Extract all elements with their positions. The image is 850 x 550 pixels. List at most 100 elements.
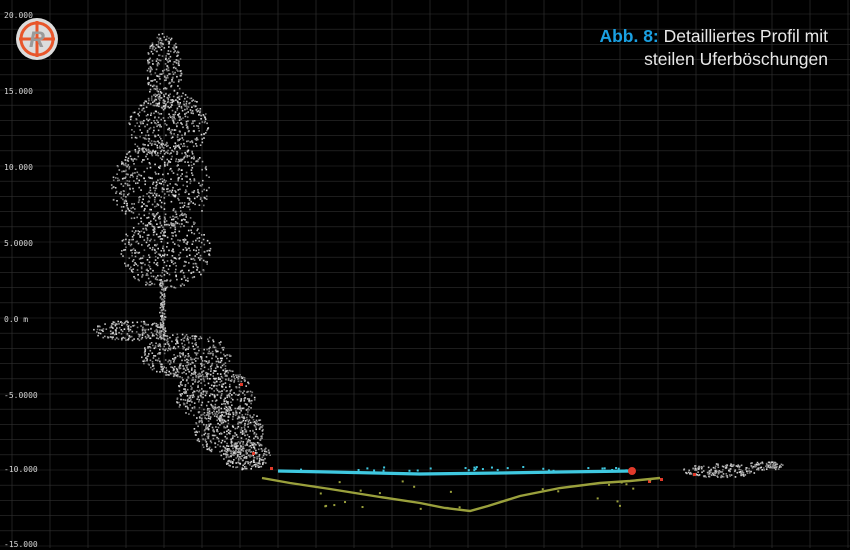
cloud-point (213, 378, 215, 380)
cloud-point (708, 473, 710, 475)
cloud-point (175, 343, 177, 345)
cloud-point (732, 464, 734, 466)
cloud-point (172, 190, 174, 192)
cloud-point (159, 145, 161, 147)
cloud-point (122, 255, 124, 257)
cloud-point (161, 107, 163, 109)
cloud-point (253, 457, 255, 459)
cloud-point (176, 76, 178, 78)
cloud-point (158, 173, 160, 175)
cloud-point (752, 467, 754, 469)
cloud-point (142, 262, 144, 264)
cloud-point (186, 101, 188, 103)
cloud-point (207, 433, 209, 435)
cloud-point (754, 472, 756, 474)
cloud-point (144, 351, 146, 353)
cloud-point (162, 191, 164, 193)
cloud-point (223, 364, 225, 366)
cloud-point (168, 70, 170, 72)
cloud-point (233, 452, 235, 454)
cloud-point (192, 407, 194, 409)
cloud-point (159, 371, 161, 373)
cloud-point (149, 209, 151, 211)
cloud-point (237, 466, 239, 468)
cloud-point (171, 238, 173, 240)
cloud-point (149, 128, 151, 130)
cloud-point (203, 114, 205, 116)
cloud-point (194, 101, 196, 103)
cloud-point (155, 359, 157, 361)
cloud-point (751, 462, 753, 464)
cloud-point (199, 123, 201, 125)
cloud-point (231, 379, 233, 381)
cloud-point (244, 394, 246, 396)
cloud-point (162, 226, 164, 228)
cloud-point (203, 409, 205, 411)
cloud-point (247, 449, 249, 451)
cloud-point (160, 138, 162, 140)
cloud-point (134, 172, 136, 174)
cloud-point (229, 414, 231, 416)
cloud-point (129, 335, 131, 337)
cloud-point (175, 211, 177, 213)
cloud-point (193, 158, 195, 160)
cloud-point (204, 198, 206, 200)
cloud-point (176, 216, 178, 218)
cloud-point (198, 401, 200, 403)
cloud-point (144, 184, 146, 186)
cloud-point (178, 194, 180, 196)
cloud-point (195, 250, 197, 252)
cloud-point (158, 46, 160, 48)
cloud-point (174, 243, 176, 245)
point-marker (417, 469, 419, 471)
cloud-point (133, 131, 135, 133)
cloud-point (191, 369, 193, 371)
cloud-point (178, 146, 180, 148)
cloud-point (121, 333, 123, 335)
cloud-point (150, 268, 152, 270)
cloud-point (188, 342, 190, 344)
cloud-point (194, 352, 196, 354)
cloud-point (210, 248, 212, 250)
cloud-point (172, 367, 174, 369)
cloud-point (156, 181, 158, 183)
cloud-point (133, 180, 135, 182)
cloud-point (193, 415, 195, 417)
cloud-point (158, 167, 160, 169)
cloud-point (189, 397, 191, 399)
cloud-point (227, 454, 229, 456)
cloud-point (129, 189, 131, 191)
cloud-point (188, 371, 190, 373)
cloud-point (157, 90, 159, 92)
cloud-point (126, 210, 128, 212)
cloud-point (165, 310, 167, 312)
cloud-point (167, 254, 169, 256)
cloud-point (178, 62, 180, 64)
cloud-point (216, 385, 218, 387)
cloud-point (162, 281, 164, 283)
cloud-point (161, 225, 163, 227)
cloud-point (116, 200, 118, 202)
cloud-point (132, 159, 134, 161)
cloud-point (198, 397, 200, 399)
cloud-point (131, 211, 133, 213)
cloud-point (147, 275, 149, 277)
cloud-point (160, 281, 162, 283)
cloud-point (222, 370, 224, 372)
cloud-point (144, 360, 146, 362)
cloud-point (157, 147, 159, 149)
cloud-point (183, 399, 185, 401)
cloud-point (222, 422, 224, 424)
cloud-point (232, 437, 234, 439)
cloud-point (142, 148, 144, 150)
cloud-point (151, 342, 153, 344)
cloud-point (206, 198, 208, 200)
cloud-point (194, 338, 196, 340)
cloud-point (177, 398, 179, 400)
cloud-point (188, 364, 190, 366)
cloud-point (154, 116, 156, 118)
cloud-point (169, 96, 171, 98)
cloud-point (240, 391, 242, 393)
cloud-point (169, 280, 171, 282)
